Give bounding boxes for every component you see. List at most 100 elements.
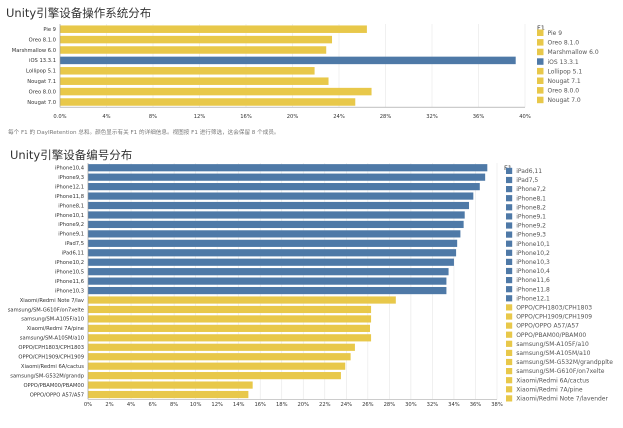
legend-swatch xyxy=(537,29,544,36)
legend-swatch xyxy=(506,304,513,311)
category-label: iPhone10,5 xyxy=(55,269,84,275)
legend-swatch xyxy=(537,39,544,46)
category-label: Nougat 7.0 xyxy=(27,100,56,106)
legend-label: iPhone10,4 xyxy=(516,268,550,275)
chart-title: Unity引擎设备编号分布 xyxy=(10,148,132,162)
x-tick-label: 32% xyxy=(427,402,439,408)
os-distribution-chart: Unity引擎设备操作系统分布 F1 0.0% 4% 8% 12% 16% 20% 24% 2… xyxy=(6,6,599,120)
bar xyxy=(88,211,465,219)
legend-swatch xyxy=(537,77,544,84)
category-label: Xiaomi/Redmi Note 7/lav xyxy=(20,298,84,304)
legend-swatch xyxy=(506,331,513,338)
bar xyxy=(60,67,315,75)
x-tick-label: 22% xyxy=(319,402,331,408)
legend-swatch xyxy=(537,58,544,65)
legend-label: Lollipop 5.1 xyxy=(548,68,583,75)
bar xyxy=(88,220,464,229)
legend-swatch xyxy=(506,258,513,265)
category-label: iPhone9,3 xyxy=(58,175,84,181)
category-label: OPPO/CPH1803/CPH1803 xyxy=(18,345,84,351)
bar xyxy=(60,25,367,33)
bar xyxy=(88,286,447,295)
x-tick-label: 12% xyxy=(211,402,223,408)
category-label: OPPO/PBAM00/PBAM00 xyxy=(23,383,84,389)
x-tick-label: 36% xyxy=(473,114,485,120)
legend-swatch xyxy=(537,96,544,104)
x-tick-label: 18% xyxy=(276,402,288,408)
legend-swatch xyxy=(537,87,544,94)
legend-label: Pie 9 xyxy=(548,30,563,37)
legend-label: Xiaomi/Redmi Note 7/lavender xyxy=(516,396,608,403)
legend-swatch xyxy=(506,340,513,347)
legend-swatch xyxy=(506,377,513,384)
x-tick-label: 0% xyxy=(84,402,92,408)
x-tick-label: 16% xyxy=(254,402,266,408)
legend-label: OPPO/PBAM00/PBAM00 xyxy=(516,332,586,339)
x-tick-label: 20% xyxy=(287,114,299,120)
chart-note: 每个 F1 的 DayIRetention 总和。颜色显示有关 F1 的详细信息… xyxy=(8,128,280,136)
category-label: samsung/SM-A105M/a10 xyxy=(20,336,84,342)
x-tick-label: 10% xyxy=(190,402,202,408)
x-tick-label: 38% xyxy=(491,402,503,408)
bar xyxy=(88,201,470,210)
x-tick-label: 4% xyxy=(127,402,135,408)
category-label: iPhone10,3 xyxy=(55,288,84,294)
category-label: Pie 9 xyxy=(43,27,56,33)
legend-swatch xyxy=(506,222,513,229)
bar xyxy=(60,56,516,65)
legend-label: samsung/SM-G610F/on7xelte xyxy=(516,368,605,375)
bar xyxy=(88,353,351,361)
legend-label: OPPO/CPH1909/CPH1909 xyxy=(516,314,592,321)
legend-swatch xyxy=(506,267,513,275)
category-label: samsung/SM-G532M/grandp xyxy=(10,373,84,379)
legend-swatch xyxy=(537,67,544,75)
legend-swatch xyxy=(506,313,513,320)
x-tick-label: 36% xyxy=(470,402,482,408)
x-tick-label: 34% xyxy=(448,402,460,408)
bar xyxy=(60,98,356,106)
legend-swatch xyxy=(506,286,513,293)
legend-label: Nougat 7.1 xyxy=(548,78,581,85)
legend-label: Marshmallow 6.0 xyxy=(548,49,599,56)
legend-label: samsung/SM-A105M/a10 xyxy=(516,350,590,357)
category-label: iPhone12,1 xyxy=(55,184,84,190)
legend-label: iPhone11,8 xyxy=(516,286,550,293)
legend-label: iPhone10,2 xyxy=(516,250,550,257)
bar xyxy=(88,192,474,200)
bar xyxy=(88,381,253,389)
x-tick-label: 8% xyxy=(170,402,178,408)
bar xyxy=(88,315,372,323)
x-tick-label: 32% xyxy=(426,114,438,120)
bar xyxy=(88,296,396,304)
legend-swatch xyxy=(506,213,513,220)
bar xyxy=(88,390,249,399)
legend-swatch xyxy=(506,195,513,202)
legend-label: iPhone12,1 xyxy=(516,295,550,302)
legend-label: iPhone8,1 xyxy=(516,195,546,202)
category-label: Oreo 8.0.0 xyxy=(29,89,56,95)
bar xyxy=(88,239,458,247)
bar xyxy=(88,230,461,238)
category-label: OPPO/CPH1909/CPH1909 xyxy=(18,355,84,361)
x-tick-label: 14% xyxy=(233,402,245,408)
x-tick-label: 0.0% xyxy=(53,114,66,120)
category-label: Xiaomi/Redmi 6A/cactus xyxy=(21,364,84,370)
legend-label: samsung/SM-G532M/grandpplte xyxy=(516,359,613,366)
category-label: iPhone11,6 xyxy=(55,279,84,285)
bar xyxy=(88,173,486,181)
category-label: Nougat 7.1 xyxy=(27,79,56,85)
legend-label: iPhone7,2 xyxy=(516,186,546,193)
x-tick-label: 2% xyxy=(105,402,113,408)
category-label: samsung/SM-A105F/a10 xyxy=(21,317,84,323)
x-tick-label: 4% xyxy=(102,114,110,120)
legend-swatch xyxy=(506,231,513,238)
bar xyxy=(88,249,457,257)
device-model-chart: Unity引擎设备编号分布 F1 0%2%4%6%8%10%12%14%16%1… xyxy=(8,148,614,408)
bar xyxy=(88,305,372,314)
x-tick-label: 20% xyxy=(297,402,309,408)
category-label: iPad6,11 xyxy=(62,251,84,257)
category-label: iPhone11,8 xyxy=(55,194,84,200)
bar xyxy=(88,343,355,351)
legend-label: iPhone10,3 xyxy=(516,259,550,266)
